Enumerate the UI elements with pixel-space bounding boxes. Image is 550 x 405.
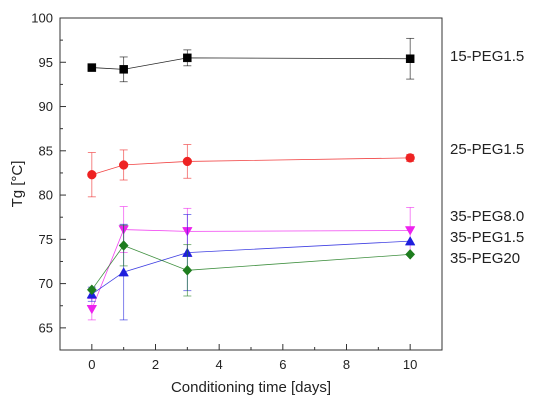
- data-point: [404, 226, 416, 236]
- series-35-peg8-0: [86, 206, 416, 321]
- x-tick-label: 0: [88, 357, 95, 372]
- data-point: [182, 264, 193, 276]
- data-point: [87, 63, 97, 72]
- y-axis-title: Tg [°C]: [9, 161, 26, 208]
- data-point: [183, 53, 192, 63]
- x-tick-label: 2: [152, 357, 159, 372]
- series-25-peg1-5: [87, 144, 415, 198]
- data-point: [405, 153, 415, 163]
- data-point: [404, 236, 416, 246]
- data-point: [405, 54, 415, 63]
- data-point: [86, 284, 97, 296]
- series-label: 15-PEG1.5: [450, 48, 524, 65]
- data-point: [118, 240, 129, 251]
- series-line: [91, 229, 411, 310]
- x-tick-labels: 0 2 4 6 8 10: [88, 357, 417, 372]
- series-label: 25-PEG1.5: [450, 141, 524, 158]
- data-point: [118, 267, 129, 277]
- y-tick-label: 80: [39, 188, 53, 203]
- series-group: [86, 37, 416, 321]
- plot-frame: [59, 17, 443, 351]
- series-line: [91, 157, 411, 176]
- series-label: 35-PEG1.5: [450, 229, 524, 246]
- x-axis-title: Conditioning time [days]: [171, 379, 331, 396]
- y-tick-label: 100: [31, 11, 53, 26]
- x-tick-label: 10: [403, 357, 417, 372]
- x-tick-label: 8: [343, 357, 350, 372]
- series-35-peg20: [86, 224, 416, 297]
- tick-marks: [59, 17, 443, 351]
- y-tick-labels: 65 70 75 80 85 90 95 100: [31, 11, 53, 336]
- y-tick-label: 65: [39, 320, 53, 335]
- y-tick-label: 90: [39, 99, 53, 114]
- series-15-peg1-5: [87, 37, 415, 83]
- data-point: [405, 249, 416, 260]
- data-point: [182, 156, 192, 167]
- y-tick-label: 85: [39, 143, 53, 158]
- series-labels: 15-PEG1.5 25-PEG1.5 35-PEG8.0 35-PEG1.5 35-P…: [450, 48, 524, 267]
- x-tick-label: 4: [216, 357, 223, 372]
- data-point: [119, 160, 129, 170]
- y-tick-label: 95: [39, 55, 53, 70]
- series-line: [91, 240, 411, 295]
- series-line: [91, 245, 411, 291]
- data-point: [86, 305, 98, 315]
- y-tick-label: 75: [39, 232, 53, 247]
- y-tick-label: 70: [39, 276, 53, 291]
- data-point: [87, 170, 97, 180]
- x-tick-label: 6: [279, 357, 286, 372]
- series-label: 35-PEG20: [450, 250, 520, 267]
- data-point: [119, 65, 128, 74]
- series-label: 35-PEG8.0: [450, 208, 524, 225]
- series-35-peg1-5: [86, 214, 416, 321]
- series-line: [91, 57, 411, 70]
